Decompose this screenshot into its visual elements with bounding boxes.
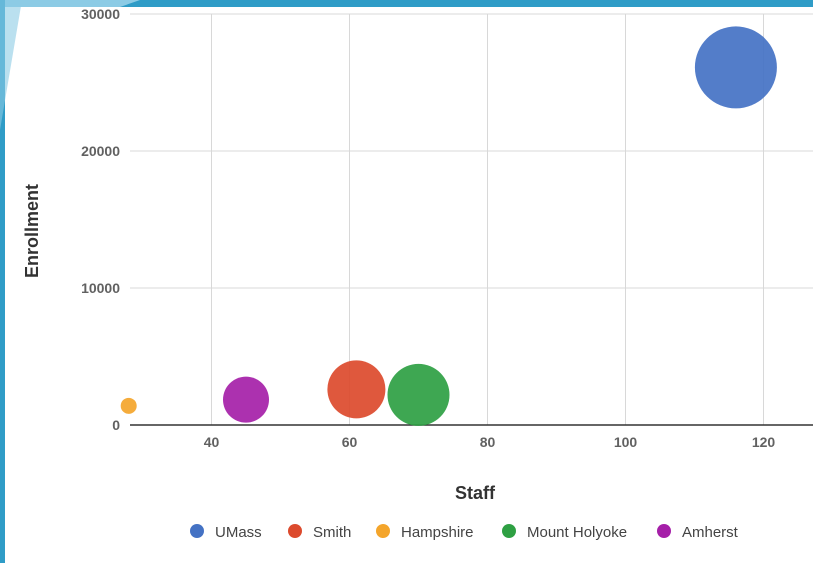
legend-label: Mount Holyoke <box>527 524 627 541</box>
legend-item-hampshire: Hampshire <box>376 524 474 541</box>
legend-label: UMass <box>215 524 262 541</box>
legend-item-mount-holyoke: Mount Holyoke <box>502 524 627 541</box>
x-tick-label: 120 <box>752 434 776 450</box>
y-tick-label: 30000 <box>81 6 120 22</box>
legend-item-amherst: Amherst <box>657 524 739 541</box>
legend-label: Hampshire <box>401 524 474 541</box>
y-tick-label: 10000 <box>81 280 120 296</box>
legend-swatch <box>190 524 204 538</box>
legend-label: Amherst <box>682 524 739 541</box>
legend-swatch <box>502 524 516 538</box>
legend: UMass Smith Hampshire Mount Holyoke Amherst <box>190 524 739 541</box>
bubble-mount-holyoke <box>387 363 450 426</box>
bubble-layer <box>120 26 777 426</box>
y-axis-title: Enrollment <box>22 184 42 278</box>
tick-layer: 0 10000 20000 30000 40 60 80 100 120 <box>81 6 775 450</box>
x-tick-label: 60 <box>342 434 358 450</box>
bubble-amherst <box>223 376 269 423</box>
frame-corner-triangle <box>0 0 22 130</box>
frame-top-stripe <box>0 0 813 7</box>
legend-item-smith: Smith <box>288 524 351 541</box>
x-tick-label: 40 <box>204 434 220 450</box>
frame-top-stripe-light <box>0 0 140 7</box>
frame-left-stripe <box>0 0 5 563</box>
y-tick-label: 0 <box>112 417 120 433</box>
legend-label: Smith <box>313 524 351 541</box>
legend-swatch <box>376 524 390 538</box>
legend-swatch <box>288 524 302 538</box>
y-tick-label: 20000 <box>81 143 120 159</box>
bubble-hampshire <box>120 397 137 414</box>
x-axis-title: Staff <box>455 483 496 503</box>
bubble-umass <box>694 26 777 109</box>
legend-item-umass: UMass <box>190 524 262 541</box>
x-tick-label: 100 <box>614 434 638 450</box>
legend-swatch <box>657 524 671 538</box>
x-tick-label: 80 <box>480 434 496 450</box>
bubble-smith <box>327 360 386 419</box>
